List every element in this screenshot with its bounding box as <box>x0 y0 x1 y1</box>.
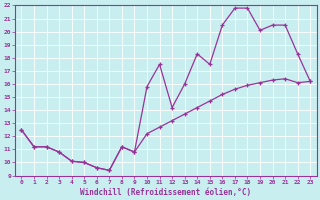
X-axis label: Windchill (Refroidissement éolien,°C): Windchill (Refroidissement éolien,°C) <box>80 188 252 197</box>
